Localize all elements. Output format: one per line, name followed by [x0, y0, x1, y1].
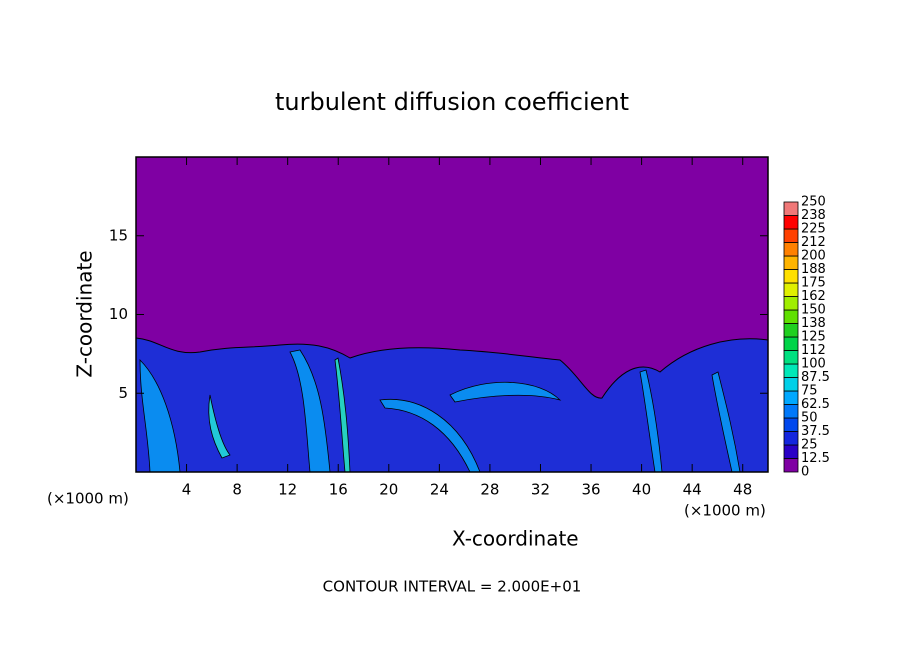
colorbar-label: 150 — [801, 303, 826, 318]
colorbar-box — [783, 215, 799, 230]
colorbar-box — [783, 309, 799, 324]
x-tick-label: 8 — [232, 481, 242, 499]
colorbar-box — [783, 201, 799, 216]
x-tick-label: 20 — [379, 481, 398, 499]
field — [136, 337, 768, 472]
colorbar-box — [783, 444, 799, 459]
turbulent-streak — [208, 394, 231, 459]
turbulent-streak — [449, 381, 562, 403]
turbulent-streak — [639, 369, 663, 472]
colorbar-box — [783, 377, 799, 392]
colorbar-label: 87.5 — [801, 370, 830, 385]
colorbar-label: 12.5 — [801, 451, 830, 466]
colorbar-label: 75 — [801, 384, 818, 399]
x-tick-label: 12 — [278, 481, 297, 499]
x-tick-label: 16 — [329, 481, 348, 499]
colorbar-label: 62.5 — [801, 397, 830, 412]
x-tick-label: 28 — [480, 481, 499, 499]
colorbar-box — [783, 323, 799, 338]
turbulent-streak — [379, 398, 481, 472]
colorbar-box — [783, 242, 799, 257]
x-unit-label: (×1000 m) — [684, 502, 766, 520]
colorbar-label: 162 — [801, 289, 826, 304]
x-unit-label: (×1000 m) — [47, 490, 129, 508]
colorbar-box — [783, 417, 799, 432]
colorbar-label: 138 — [801, 316, 826, 331]
colorbar-box — [783, 390, 799, 405]
colorbar-label: 250 — [801, 195, 826, 210]
y-tick-label: 5 — [118, 384, 128, 402]
contour-interval-note: CONTOUR INTERVAL = 2.000E+01 — [323, 578, 582, 596]
colorbar-box — [783, 269, 799, 284]
colorbar-box — [783, 296, 799, 311]
x-tick-label: 40 — [632, 481, 651, 499]
colorbar-box — [783, 431, 799, 446]
x-tick-label: 32 — [531, 481, 550, 499]
turbulent-streak — [139, 359, 181, 472]
turbulent-streak — [289, 349, 331, 472]
x-tick-label: 4 — [182, 481, 192, 499]
y-tick-label: 10 — [109, 305, 128, 323]
colorbar-box — [783, 336, 799, 351]
colorbar-label: 200 — [801, 249, 826, 264]
colorbar-label: 100 — [801, 357, 826, 372]
colorbar-label: 0 — [801, 465, 809, 480]
colorbar-label: 225 — [801, 222, 826, 237]
colorbar-label: 112 — [801, 343, 826, 358]
y-tick-label: 15 — [109, 226, 128, 244]
colorbar-label: 238 — [801, 208, 826, 223]
colorbar-label: 212 — [801, 235, 826, 250]
colorbar-box — [783, 363, 799, 378]
colorbar-label: 37.5 — [801, 424, 830, 439]
colorbar-label: 188 — [801, 262, 826, 277]
colorbar-box — [783, 350, 799, 365]
colorbar-box — [783, 404, 799, 419]
turbulent-streak — [334, 357, 351, 472]
colorbar-label: 50 — [801, 411, 818, 426]
colorbar-label: 175 — [801, 276, 826, 291]
x-tick-label: 48 — [733, 481, 752, 499]
turbulent-layer — [136, 337, 768, 472]
colorbar-box — [783, 282, 799, 297]
colorbar-box — [783, 228, 799, 243]
chart-title: turbulent diffusion coefficient — [275, 88, 629, 116]
x-tick-label: 24 — [430, 481, 449, 499]
colorbar-label: 25 — [801, 438, 818, 453]
y-axis-title: Z-coordinate — [73, 250, 97, 377]
x-tick-label: 44 — [683, 481, 702, 499]
colorbar-label: 125 — [801, 330, 826, 345]
x-tick-label: 36 — [581, 481, 600, 499]
x-axis-title: X-coordinate — [452, 527, 579, 551]
colorbar-box — [783, 458, 799, 473]
colorbar-box — [783, 255, 799, 270]
